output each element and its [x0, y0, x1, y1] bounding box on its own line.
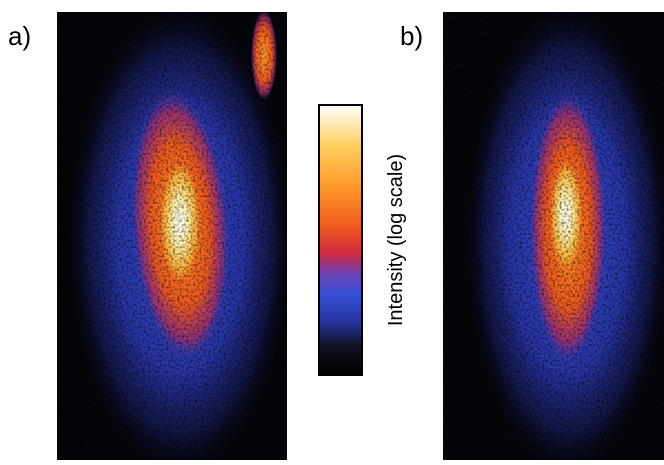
panel-label: b)	[400, 21, 423, 51]
colorbar	[319, 105, 362, 375]
colorbar-label: Intensity (log scale)	[385, 154, 407, 326]
panel-label: a)	[8, 21, 31, 51]
page: {"panels": [{"label": "a)"}, {"label": "…	[0, 0, 664, 460]
panel-b-image	[443, 0, 664, 460]
figure: a) b) Intensity (log scale)	[0, 0, 664, 460]
panel-a-image	[57, 0, 295, 460]
